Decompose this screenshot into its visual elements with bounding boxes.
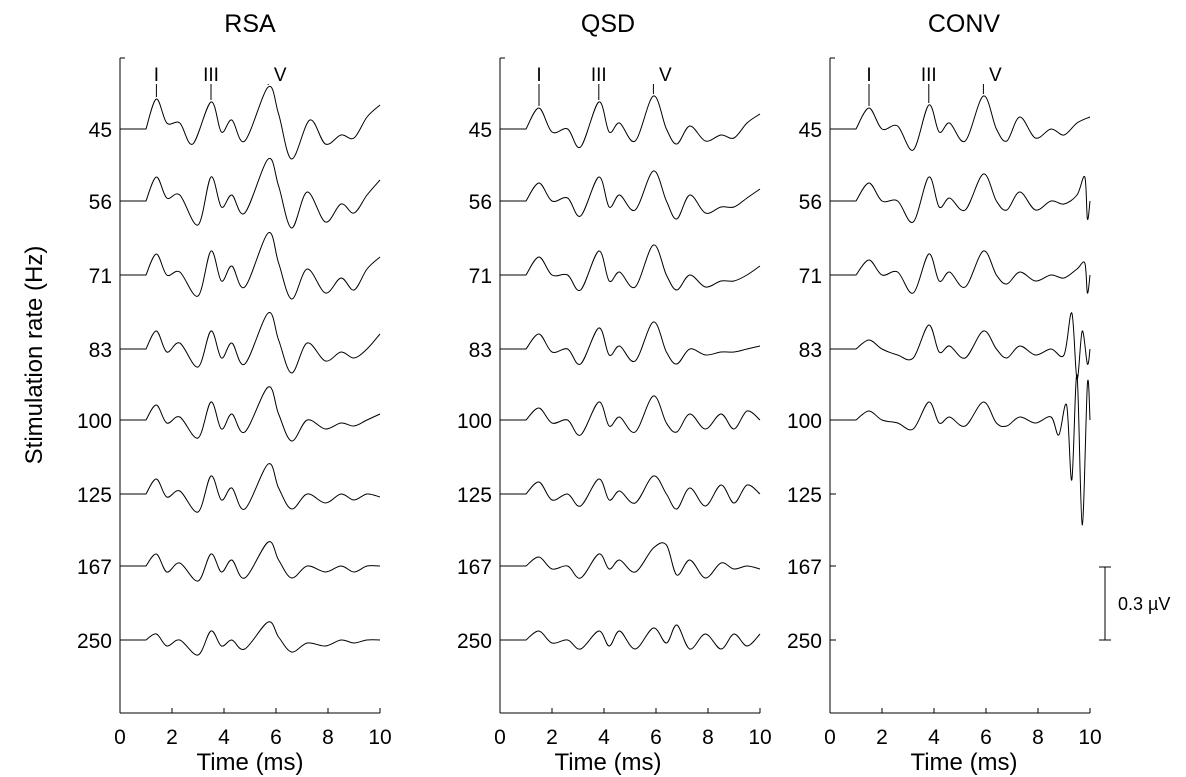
panel-qsd: QSD Time (ms) 0 2 4 6 8 10 45 56 71 83 100 125 167 25… — [457, 10, 772, 776]
y-tick-label-conv-45: 45 — [799, 119, 822, 142]
trace-rsa-100 — [120, 386, 381, 442]
x-tick-label-conv-0: 0 — [824, 726, 836, 749]
panel-title-rsa: RSA — [224, 10, 276, 38]
y-tick-label-rsa-71: 71 — [89, 265, 112, 288]
y-tick-label-conv-250: 250 — [787, 630, 822, 653]
wave-label-rsa-V: V — [274, 65, 287, 86]
y-tick-label-rsa-250: 250 — [77, 630, 112, 653]
x-tick-label-conv-6: 6 — [980, 726, 992, 749]
trace-conv-100 — [830, 374, 1091, 526]
x-tick-label-conv-10: 10 — [1078, 726, 1101, 749]
y-tick-label-qsd-125: 125 — [457, 484, 492, 507]
scale-bar-label: 0.3 µV — [1118, 594, 1170, 614]
trace-qsd-83 — [500, 321, 761, 365]
wave-label-rsa-III: III — [203, 65, 219, 86]
y-tick-label-qsd-167: 167 — [457, 556, 492, 579]
panel-conv: CONV Time (ms) 0 2 4 6 8 10 45 56 71 83 100 125 167 2… — [787, 10, 1102, 776]
y-tick-label-rsa-100: 100 — [77, 410, 112, 433]
trace-conv-83 — [830, 312, 1091, 380]
trace-rsa-45 — [120, 85, 381, 160]
y-tick-label-conv-125: 125 — [787, 484, 822, 507]
y-tick-label-conv-83: 83 — [799, 339, 822, 362]
panel-rsa: RSA Time (ms) 0 2 4 6 8 10 45 56 71 83 100 125 167 25… — [77, 10, 392, 776]
wave-label-conv-I: I — [866, 65, 871, 86]
x-tick-label-qsd-2: 2 — [546, 726, 558, 749]
wave-label-qsd-V: V — [659, 65, 672, 86]
x-axis-label-rsa: Time (ms) — [196, 749, 303, 776]
y-tick-label-qsd-56: 56 — [469, 191, 492, 214]
trace-qsd-167 — [500, 542, 761, 579]
trace-qsd-100 — [500, 395, 761, 436]
x-tick-label-conv-2: 2 — [876, 726, 888, 749]
x-axis-label-conv: Time (ms) — [910, 749, 1017, 776]
x-tick-label-rsa-2: 2 — [166, 726, 178, 749]
trace-rsa-250 — [120, 621, 381, 656]
y-tick-label-conv-167: 167 — [787, 556, 822, 579]
trace-rsa-83 — [120, 312, 381, 374]
y-axis-label: Stimulation rate (Hz) — [21, 246, 48, 465]
x-tick-label-qsd-4: 4 — [598, 726, 610, 749]
x-tick-label-rsa-4: 4 — [218, 726, 230, 749]
y-tick-label-rsa-83: 83 — [89, 339, 112, 362]
wave-label-qsd-I: I — [536, 65, 541, 86]
x-tick-label-conv-4: 4 — [928, 726, 940, 749]
y-tick-label-rsa-56: 56 — [89, 191, 112, 214]
x-tick-label-rsa-0: 0 — [114, 726, 126, 749]
x-tick-label-rsa-6: 6 — [270, 726, 282, 749]
y-tick-label-qsd-83: 83 — [469, 339, 492, 362]
x-tick-label-qsd-6: 6 — [650, 726, 662, 749]
x-tick-label-qsd-8: 8 — [702, 726, 714, 749]
trace-qsd-250 — [500, 624, 761, 650]
wave-label-qsd-III: III — [591, 65, 607, 86]
y-tick-label-rsa-167: 167 — [77, 556, 112, 579]
y-tick-label-rsa-45: 45 — [89, 119, 112, 142]
y-tick-label-qsd-250: 250 — [457, 630, 492, 653]
wave-label-conv-V: V — [989, 65, 1002, 86]
x-tick-label-qsd-0: 0 — [494, 726, 506, 749]
panel-title-qsd: QSD — [581, 10, 635, 38]
trace-rsa-56 — [120, 157, 381, 229]
trace-rsa-167 — [120, 541, 381, 582]
wave-label-rsa-I: I — [154, 65, 159, 86]
y-tick-label-qsd-45: 45 — [469, 119, 492, 142]
y-tick-label-conv-56: 56 — [799, 191, 822, 214]
y-tick-label-qsd-100: 100 — [457, 410, 492, 433]
trace-conv-71 — [830, 250, 1091, 294]
panel-title-conv: CONV — [928, 10, 1001, 38]
y-tick-label-conv-100: 100 — [787, 410, 822, 433]
y-tick-label-conv-71: 71 — [799, 265, 822, 288]
scale-bar: 0.3 µV — [1099, 566, 1170, 641]
x-tick-label-rsa-10: 10 — [368, 726, 391, 749]
trace-qsd-45 — [500, 95, 761, 149]
wave-label-conv-III: III — [921, 65, 937, 86]
y-tick-label-rsa-125: 125 — [77, 484, 112, 507]
trace-rsa-125 — [120, 463, 381, 513]
x-tick-label-rsa-8: 8 — [322, 726, 334, 749]
y-tick-label-qsd-71: 71 — [469, 265, 492, 288]
x-tick-label-qsd-10: 10 — [748, 726, 771, 749]
trace-qsd-125 — [500, 475, 761, 510]
trace-qsd-56 — [500, 170, 761, 220]
trace-conv-56 — [830, 173, 1091, 223]
x-axis-label-qsd: Time (ms) — [554, 749, 661, 776]
x-tick-label-conv-8: 8 — [1032, 726, 1044, 749]
trace-qsd-71 — [500, 244, 761, 292]
trace-rsa-71 — [120, 232, 381, 300]
trace-conv-45 — [830, 95, 1091, 151]
